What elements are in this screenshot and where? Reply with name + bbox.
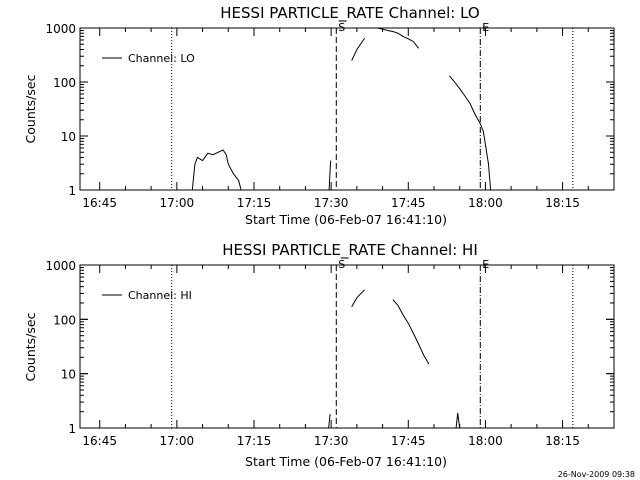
x-tick-label: 18:00 (468, 434, 503, 448)
series-segment (455, 412, 461, 429)
series-segment (377, 27, 419, 49)
y-tick-label: 1000 (45, 22, 76, 36)
start-marker-label: S (338, 21, 345, 34)
panel-channel-lo: HESSI PARTICLE_RATE Channel: LO Counts/s… (23, 4, 615, 227)
x-tick-label: 17:30 (314, 196, 349, 210)
x-tick-label: 18:15 (545, 196, 580, 210)
end-marker-label: E (482, 258, 489, 271)
x-tick-label: 17:00 (160, 434, 195, 448)
start-marker-label: S (338, 258, 345, 271)
series-segment (351, 289, 365, 308)
y-tick-label: 10 (61, 368, 76, 382)
x-tick-label: 17:45 (391, 196, 426, 210)
legend-label: Channel: HI (128, 289, 192, 302)
chart-title: HESSI PARTICLE_RATE Channel: HI (222, 241, 478, 260)
x-axis-label: Start Time (06-Feb-07 16:41:10) (245, 454, 447, 469)
plot-frame (79, 27, 615, 191)
x-tick-label: 17:30 (314, 434, 349, 448)
series-segment (392, 299, 430, 365)
y-axis-label: Counts/sec (23, 74, 38, 143)
end-marker-label: E (482, 21, 489, 34)
y-tick-label: 100 (53, 313, 76, 327)
x-tick-label: 16:45 (82, 196, 117, 210)
x-tick-label: 18:15 (545, 434, 580, 448)
series-segment (191, 149, 242, 191)
series-segment (449, 75, 492, 191)
x-tick-label: 17:45 (391, 434, 426, 448)
x-tick-label: 17:15 (237, 196, 272, 210)
x-tick-label: 17:00 (160, 196, 195, 210)
y-axis-label: Counts/sec (23, 312, 38, 381)
series-segment (351, 37, 366, 61)
legend-label: Channel: LO (128, 52, 195, 65)
plot-frame (79, 264, 615, 429)
x-axis-label: Start Time (06-Feb-07 16:41:10) (245, 212, 447, 227)
y-tick-label: 1000 (45, 259, 76, 273)
y-tick-label: 100 (53, 76, 76, 90)
y-tick-label: 1 (68, 184, 76, 198)
x-tick-label: 17:15 (237, 434, 272, 448)
series-segment (328, 414, 331, 429)
series-segment (328, 160, 332, 191)
x-tick-label: 18:00 (468, 196, 503, 210)
chart-title: HESSI PARTICLE_RATE Channel: LO (220, 4, 479, 23)
print-timestamp: 26-Nov-2009 09:38 (558, 470, 635, 479)
y-tick-label: 1 (68, 422, 76, 436)
y-tick-label: 10 (61, 130, 76, 144)
x-tick-label: 16:45 (82, 434, 117, 448)
panel-channel-hi: HESSI PARTICLE_RATE Channel: HI Counts/s… (23, 241, 615, 469)
